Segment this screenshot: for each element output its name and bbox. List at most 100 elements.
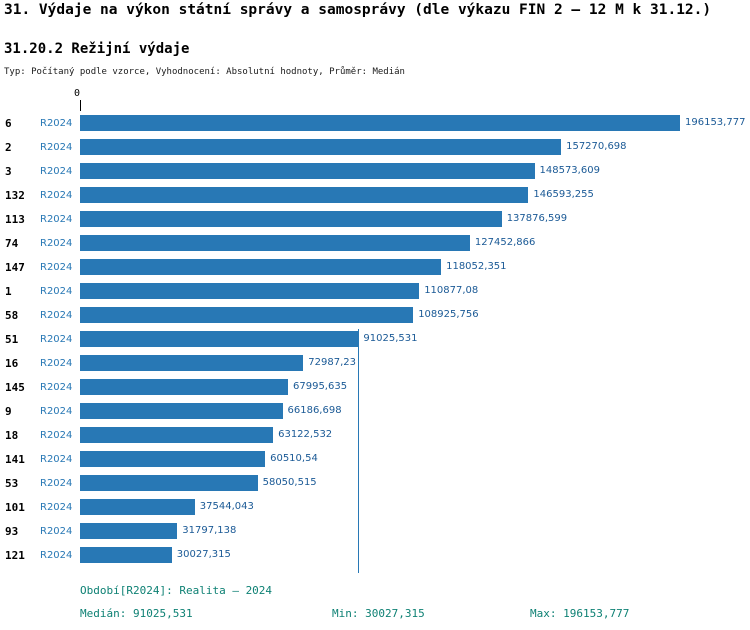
row-category-label: 93 bbox=[5, 524, 19, 538]
row-series-label: R2024 bbox=[40, 237, 73, 249]
bar-track: 91025,531 bbox=[80, 331, 720, 347]
chart-row: 16 R2024 72987,23 bbox=[0, 351, 750, 375]
row-category-label: 2 bbox=[5, 140, 12, 154]
chart-row: 101 R2024 37544,043 bbox=[0, 495, 750, 519]
bar-track: 148573,609 bbox=[80, 163, 720, 179]
chart-row: 1 R2024 110877,08 bbox=[0, 279, 750, 303]
bar-value-label: 66186,698 bbox=[287, 405, 342, 416]
bar-track: 110877,08 bbox=[80, 283, 720, 299]
bar[interactable] bbox=[80, 211, 502, 227]
bar[interactable] bbox=[80, 499, 195, 515]
row-category-label: 132 bbox=[5, 188, 25, 202]
footer-period-label: Období[R2024]: Realita – 2024 bbox=[80, 584, 273, 597]
row-category-label: 3 bbox=[5, 164, 12, 178]
row-series-label: R2024 bbox=[40, 501, 73, 513]
row-category-label: 147 bbox=[5, 260, 25, 274]
chart-row: 145 R2024 67995,635 bbox=[0, 375, 750, 399]
row-category-label: 1 bbox=[5, 284, 12, 298]
bar-value-label: 148573,609 bbox=[539, 165, 600, 176]
bar[interactable] bbox=[80, 187, 529, 203]
median-line bbox=[358, 329, 360, 573]
row-category-label: 53 bbox=[5, 476, 19, 490]
bar-track: 60510,54 bbox=[80, 451, 720, 467]
row-series-label: R2024 bbox=[40, 141, 73, 153]
row-series-label: R2024 bbox=[40, 453, 73, 465]
bar-track: 67995,635 bbox=[80, 379, 720, 395]
bar-track: 63122,532 bbox=[80, 427, 720, 443]
row-series-label: R2024 bbox=[40, 309, 73, 321]
row-series-label: R2024 bbox=[40, 261, 73, 273]
row-category-label: 74 bbox=[5, 236, 19, 250]
bar-track: 30027,315 bbox=[80, 547, 720, 563]
bar-track: 157270,698 bbox=[80, 139, 720, 155]
bar[interactable] bbox=[80, 523, 178, 539]
bar[interactable] bbox=[80, 283, 420, 299]
chart-row: 141 R2024 60510,54 bbox=[0, 447, 750, 471]
bar-value-label: 58050,515 bbox=[262, 477, 317, 488]
bar[interactable] bbox=[80, 403, 283, 419]
row-category-label: 113 bbox=[5, 212, 25, 226]
chart-row: 121 R2024 30027,315 bbox=[0, 543, 750, 567]
bar[interactable] bbox=[80, 139, 562, 155]
bar-track: 37544,043 bbox=[80, 499, 720, 515]
bar-value-label: 30027,315 bbox=[176, 549, 231, 560]
chart-row: 93 R2024 31797,138 bbox=[0, 519, 750, 543]
bar-value-label: 72987,23 bbox=[308, 357, 357, 368]
row-category-label: 58 bbox=[5, 308, 19, 322]
row-category-label: 145 bbox=[5, 380, 25, 394]
row-series-label: R2024 bbox=[40, 549, 73, 561]
bar[interactable] bbox=[80, 427, 274, 443]
row-category-label: 121 bbox=[5, 548, 25, 562]
axis-zero-label: 0 bbox=[74, 88, 81, 99]
chart-row: 132 R2024 146593,255 bbox=[0, 183, 750, 207]
row-series-label: R2024 bbox=[40, 381, 73, 393]
chart-rows: 6 R2024 196153,777 2 R2024 157270,698 3 R2024 14… bbox=[0, 111, 750, 573]
bar[interactable] bbox=[80, 307, 414, 323]
bar[interactable] bbox=[80, 115, 680, 131]
row-category-label: 51 bbox=[5, 332, 19, 346]
bar[interactable] bbox=[80, 331, 359, 347]
bar-value-label: 157270,698 bbox=[566, 141, 627, 152]
bar-value-label: 37544,043 bbox=[199, 501, 254, 512]
bar-value-label: 118052,351 bbox=[446, 261, 507, 272]
bar-value-label: 60510,54 bbox=[270, 453, 318, 464]
row-series-label: R2024 bbox=[40, 165, 73, 177]
footer-max-label: Max: 196153,777 bbox=[530, 607, 630, 620]
chart-row: 113 R2024 137876,599 bbox=[0, 207, 750, 231]
bar-value-label: 31797,138 bbox=[182, 525, 237, 536]
bar[interactable] bbox=[80, 475, 258, 491]
chart-row: 3 R2024 148573,609 bbox=[0, 159, 750, 183]
bar-track: 127452,866 bbox=[80, 235, 720, 251]
axis-zero-tick bbox=[80, 100, 81, 111]
bar[interactable] bbox=[80, 163, 535, 179]
row-series-label: R2024 bbox=[40, 477, 73, 489]
row-category-label: 141 bbox=[5, 452, 25, 466]
row-series-label: R2024 bbox=[40, 357, 73, 369]
chart-row: 147 R2024 118052,351 bbox=[0, 255, 750, 279]
row-series-label: R2024 bbox=[40, 405, 73, 417]
row-series-label: R2024 bbox=[40, 117, 73, 129]
bar-track: 196153,777 bbox=[80, 115, 745, 131]
indicator-meta: Typ: Počítaný podle vzorce, Vyhodnocení:… bbox=[4, 67, 405, 77]
row-category-label: 101 bbox=[5, 500, 25, 514]
bar[interactable] bbox=[80, 355, 304, 371]
x-axis-header: 0 bbox=[0, 88, 750, 111]
bar-value-label: 108925,756 bbox=[418, 309, 479, 320]
bar-value-label: 146593,255 bbox=[533, 189, 594, 200]
bar[interactable] bbox=[80, 547, 172, 563]
bar-track: 58050,515 bbox=[80, 475, 720, 491]
chart-row: 2 R2024 157270,698 bbox=[0, 135, 750, 159]
bar-value-label: 127452,866 bbox=[474, 237, 536, 248]
chart-row: 9 R2024 66186,698 bbox=[0, 399, 750, 423]
bar[interactable] bbox=[80, 235, 470, 251]
bar[interactable] bbox=[80, 379, 288, 395]
bar[interactable] bbox=[80, 259, 442, 275]
bar-track: 72987,23 bbox=[80, 355, 720, 371]
row-series-label: R2024 bbox=[40, 333, 73, 345]
chart-row: 53 R2024 58050,515 bbox=[0, 471, 750, 495]
bar[interactable] bbox=[80, 451, 266, 467]
chart-row: 58 R2024 108925,756 bbox=[0, 303, 750, 327]
row-series-label: R2024 bbox=[40, 213, 73, 225]
page-title: 31. Výdaje na výkon státní správy a samo… bbox=[4, 2, 712, 18]
bar-value-label: 196153,777 bbox=[685, 117, 746, 128]
